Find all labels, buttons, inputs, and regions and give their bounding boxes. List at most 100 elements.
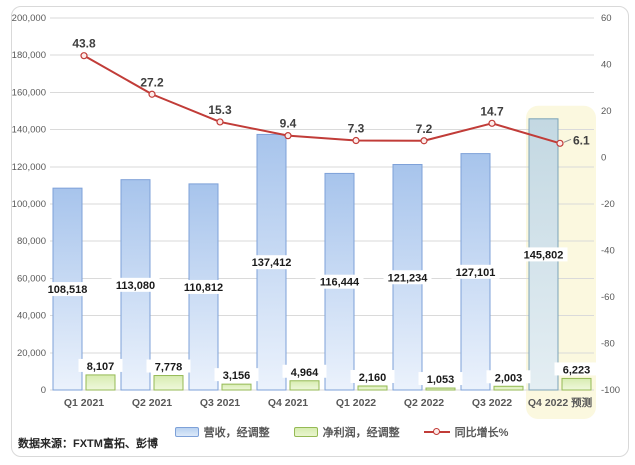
profit-value-label: 2,160 [359,372,387,384]
value-label-bg [350,369,395,383]
category-label: Q2 2021 [132,397,172,409]
source-note: 数据来源：FXTM富拓、彭博 [18,438,158,450]
value-label-bg [519,247,568,262]
growth-value-label: 7.2 [416,122,433,136]
growth-value-label: 6.1 [573,133,590,147]
value-label-bg [282,364,327,378]
category-label: Q2 2022 [404,397,444,409]
legend-label-revenue: 营收，经调整 [203,427,270,439]
left-axis-tick-label: 20,000 [17,348,46,359]
right-axis-tick-label: 0 [601,153,606,164]
growth-value-label: 7.3 [348,122,365,136]
value-label-bg [383,270,432,285]
legend-label-growth: 同比增长% [454,427,509,439]
right-axis-tick-label: 20 [601,106,612,117]
growth-point [216,118,224,126]
profit-swatch-icon [293,427,318,437]
growth-point [556,139,564,147]
category-label: Q1 2022 [336,397,376,409]
right-axis-tick-label: 60 [601,13,612,24]
revenue-value-label: 113,080 [116,280,155,292]
left-axis-tick-label: 180,000 [12,50,46,61]
category-label: Q4 2022 预测 [528,396,592,409]
profit-bar [221,383,252,391]
growth-value-label: 43.8 [72,37,96,51]
value-label-bg [146,359,191,373]
value-label-bg [486,370,531,384]
profit-value-label: 2,003 [495,372,523,384]
growth-point [284,132,292,140]
value-label-bg [315,274,364,289]
profit-bar [289,380,320,391]
right-axis-tick-label: -40 [601,246,615,257]
growth-line [83,54,561,145]
left-axis-tick-label: 0 [41,385,46,396]
profit-bar [425,387,456,391]
left-axis-tick-label: 40,000 [17,311,46,322]
growth-value-label: 27.2 [140,75,164,89]
left-axis-tick-label: 160,000 [12,87,46,98]
growth-point [80,52,88,60]
profit-bar [357,385,388,391]
left-axis-tick-label: 80,000 [17,236,46,247]
profit-bar [85,374,116,391]
value-label-bg [214,368,259,382]
left-axis-tick-label: 120,000 [12,162,46,173]
legend-label-profit: 净利润，经调整 [322,427,400,439]
right-axis-tick-label: -60 [601,292,615,303]
profit-value-label: 8,107 [87,361,115,373]
left-axis-tick-label: 100,000 [12,199,46,210]
profit-value-label: 3,156 [223,370,251,382]
left-axis-tick-label: 200,000 [12,13,46,24]
revenue-value-label: 127,101 [456,267,496,279]
label-leader-line [563,138,572,143]
revenue-swatch-icon [174,427,199,437]
right-axis-tick-label: -80 [601,339,615,350]
value-label-bg [78,358,123,372]
growth-point [148,90,156,98]
category-label: Q3 2022 [472,397,512,409]
profit-value-label: 6,223 [563,364,591,376]
category-label: Q4 2021 [268,397,308,409]
category-label: Q1 2021 [64,397,104,409]
value-label-bg [43,282,92,297]
legend-item-revenue: 营收，经调整 [174,424,270,440]
profit-bar [493,385,524,391]
profit-bar [561,377,592,391]
growth-line-icon [423,428,450,435]
left-axis-tick-label: 140,000 [12,125,46,136]
left-axis-tick-label: 60,000 [17,273,46,284]
right-axis-tick-label: 40 [601,60,612,71]
growth-point [420,137,428,145]
profit-value-label: 4,964 [291,367,319,379]
value-label-bg [554,362,599,376]
revenue-value-label: 137,412 [252,257,292,269]
profit-value-label: 1,053 [427,374,455,386]
right-axis-tick-label: -100 [601,385,620,396]
value-label-bg [451,264,500,279]
value-label-bg [111,277,160,292]
profit-bar [153,375,184,391]
value-label-bg [247,255,296,270]
revenue-value-label: 108,518 [48,284,88,296]
revenue-value-label: 145,802 [524,249,564,261]
right-axis-tick-label: -20 [601,199,615,210]
growth-value-label: 14.7 [480,104,504,118]
value-label-bg [179,279,228,294]
growth-value-label: 9.4 [280,117,297,131]
revenue-value-label: 110,812 [184,282,223,294]
legend-item-profit: 净利润，经调整 [293,424,400,440]
growth-point [352,136,360,145]
legend-item-growth: 同比增长% [423,424,509,440]
revenue-value-label: 116,444 [320,277,360,289]
growth-marker-icon [432,428,440,435]
profit-value-label: 7,778 [155,362,183,374]
category-label: Q3 2021 [200,397,240,409]
value-label-bg [418,372,463,386]
growth-point [488,119,496,127]
revenue-value-label: 121,234 [388,272,429,284]
growth-value-label: 15.3 [208,103,232,117]
chart-legend: 营收，经调整 净利润，经调整 同比增长% [24,424,635,440]
